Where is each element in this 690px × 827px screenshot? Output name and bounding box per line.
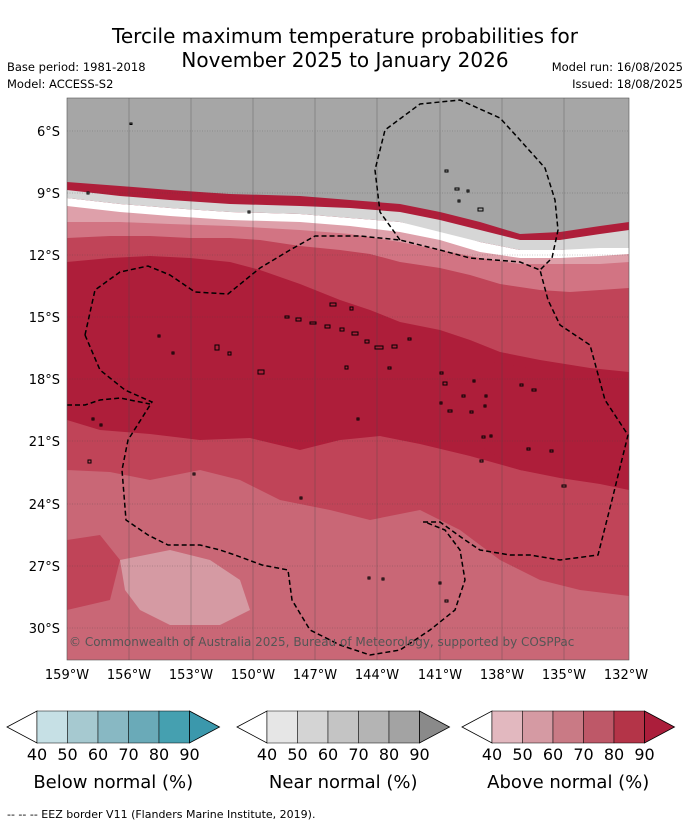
lat-labels: 6°S 9°S 12°S 15°S 18°S 21°S 24°S 27°S 30… [29, 125, 60, 637]
colorbars: 40 50 60 70 80 90 Below normal (%) 40 50 60 70 80 90… [6, 710, 676, 793]
colorbar-segment [128, 710, 160, 744]
lat-label: 27°S [29, 560, 60, 575]
lon-label: 135°W [542, 668, 586, 683]
colorbar-tick-label: 90 [409, 745, 429, 764]
tercile-boundary [67, 198, 629, 258]
colorbar-tick-label: 70 [573, 745, 593, 764]
colorbar-tick-label: 40 [257, 745, 277, 764]
colorbar-segment [97, 710, 129, 744]
title-line-2: November 2025 to January 2026 [181, 48, 509, 72]
colorbar-segment [388, 710, 420, 744]
lat-label: 24°S [29, 498, 60, 513]
gridlines [67, 98, 629, 660]
colorbar-segment [522, 710, 554, 744]
colorbar-extend-high [189, 710, 221, 744]
meta-right: Model run: 16/08/2025 Issued: 18/08/2025 [552, 59, 683, 93]
colorbar-tick-label: 60 [543, 745, 563, 764]
colorbar-tick-label: 80 [379, 745, 399, 764]
colorbar-extend-low [236, 710, 268, 744]
colorbar-extend-low [461, 710, 493, 744]
model-name: Model: ACCESS-S2 [7, 77, 114, 91]
colorbar-segment [491, 710, 523, 744]
colorbar-segment [327, 710, 359, 744]
colorbar-tick-label: 40 [27, 745, 47, 764]
band-near-70-80 [67, 98, 629, 132]
colorbar-tick-label: 40 [482, 745, 502, 764]
colorbar-extend-high [644, 710, 676, 744]
colorbar-segment [552, 710, 584, 744]
colorbar-tick-label: 80 [149, 745, 169, 764]
colorbar-segment [158, 710, 190, 744]
colorbar-segment [613, 710, 645, 744]
lon-label: 138°W [480, 668, 524, 683]
lat-label: 6°S [37, 125, 60, 140]
lon-label: 144°W [355, 668, 399, 683]
title-line-1: Tercile maximum temperature probabilitie… [112, 24, 578, 48]
colorbar-tick-label: 70 [118, 745, 138, 764]
colorbar-tick-label: 60 [318, 745, 338, 764]
map-frame [66, 97, 630, 661]
lon-label: 156°W [107, 668, 151, 683]
colorbar-tick-label: 50 [287, 745, 307, 764]
band-above-80-90-east [450, 360, 629, 480]
eez-borders [67, 99, 629, 656]
colorbar-tick-label: 70 [348, 745, 368, 764]
lat-label: 30°S [29, 622, 60, 637]
eez-cook-islands [84, 334, 466, 656]
colorbar-extend-low [6, 710, 38, 744]
lon-label: 153°W [169, 668, 213, 683]
colorbar-title: Below normal (%) [33, 772, 193, 793]
band-above-70-80-patch [67, 535, 120, 610]
lat-label: 12°S [29, 249, 60, 264]
band-above-60-70-north [67, 210, 629, 292]
colorbar-below: 40 50 60 70 80 90 Below normal (%) [6, 710, 221, 793]
colorbar-segment [266, 710, 298, 744]
band-above-50-60-south [120, 550, 250, 625]
meta-left: Base period: 1981-2018 Model: ACCESS-S2 [7, 59, 146, 93]
copyright-note: © Commonwealth of Australia 2025, Bureau… [69, 635, 574, 649]
base-period: Base period: 1981-2018 [7, 60, 146, 74]
colorbar-tick-label: 50 [512, 745, 532, 764]
colorbar-near: 40 50 60 70 80 90 Near normal (%) [236, 710, 451, 793]
colorbar-segment [358, 710, 390, 744]
colorbar-tick-label: 90 [179, 745, 199, 764]
band-near-50-60 [67, 190, 629, 250]
footnote: -- -- -- EEZ border V11 (Flanders Marine… [7, 808, 316, 821]
lon-labels: 159°W 156°W 153°W 150°W 147°W 144°W 141°… [45, 668, 648, 683]
lon-label: 141°W [418, 668, 462, 683]
eez-marquesas [374, 99, 559, 271]
colorbar-segment [583, 710, 615, 744]
lat-label: 15°S [29, 311, 60, 326]
colorbar-above: 40 50 60 70 80 90 Above normal (%) [461, 710, 676, 793]
lon-label: 150°W [231, 668, 275, 683]
colorbar-extend-high [419, 710, 451, 744]
lon-label: 159°W [45, 668, 89, 683]
islands [86, 122, 567, 603]
colorbar-segment [67, 710, 99, 744]
map-area[interactable]: © Commonwealth of Australia 2025, Bureau… [67, 98, 629, 660]
band-above-70-80-north [67, 220, 629, 372]
lon-label: 132°W [604, 668, 648, 683]
colorbar-tick-label: 60 [88, 745, 108, 764]
lat-label: 18°S [29, 373, 60, 388]
colorbar-tick-label: 80 [604, 745, 624, 764]
colorbar-tick-label: 90 [634, 745, 654, 764]
lon-label: 147°W [293, 668, 337, 683]
lat-label: 21°S [29, 435, 60, 450]
lat-label: 9°S [37, 187, 60, 202]
colorbar-title: Near normal (%) [269, 772, 418, 793]
chart-title: Tercile maximum temperature probabilitie… [0, 24, 690, 72]
colorbar-title: Above normal (%) [487, 772, 649, 793]
issued-date: Issued: 18/08/2025 [572, 77, 683, 91]
colorbar-segment [36, 710, 68, 744]
eez-french-polynesia [84, 235, 629, 561]
colorbar-segment [297, 710, 329, 744]
colorbar-tick-label: 50 [57, 745, 77, 764]
eez-west-edge [67, 397, 151, 406]
model-run: Model run: 16/08/2025 [551, 60, 683, 74]
